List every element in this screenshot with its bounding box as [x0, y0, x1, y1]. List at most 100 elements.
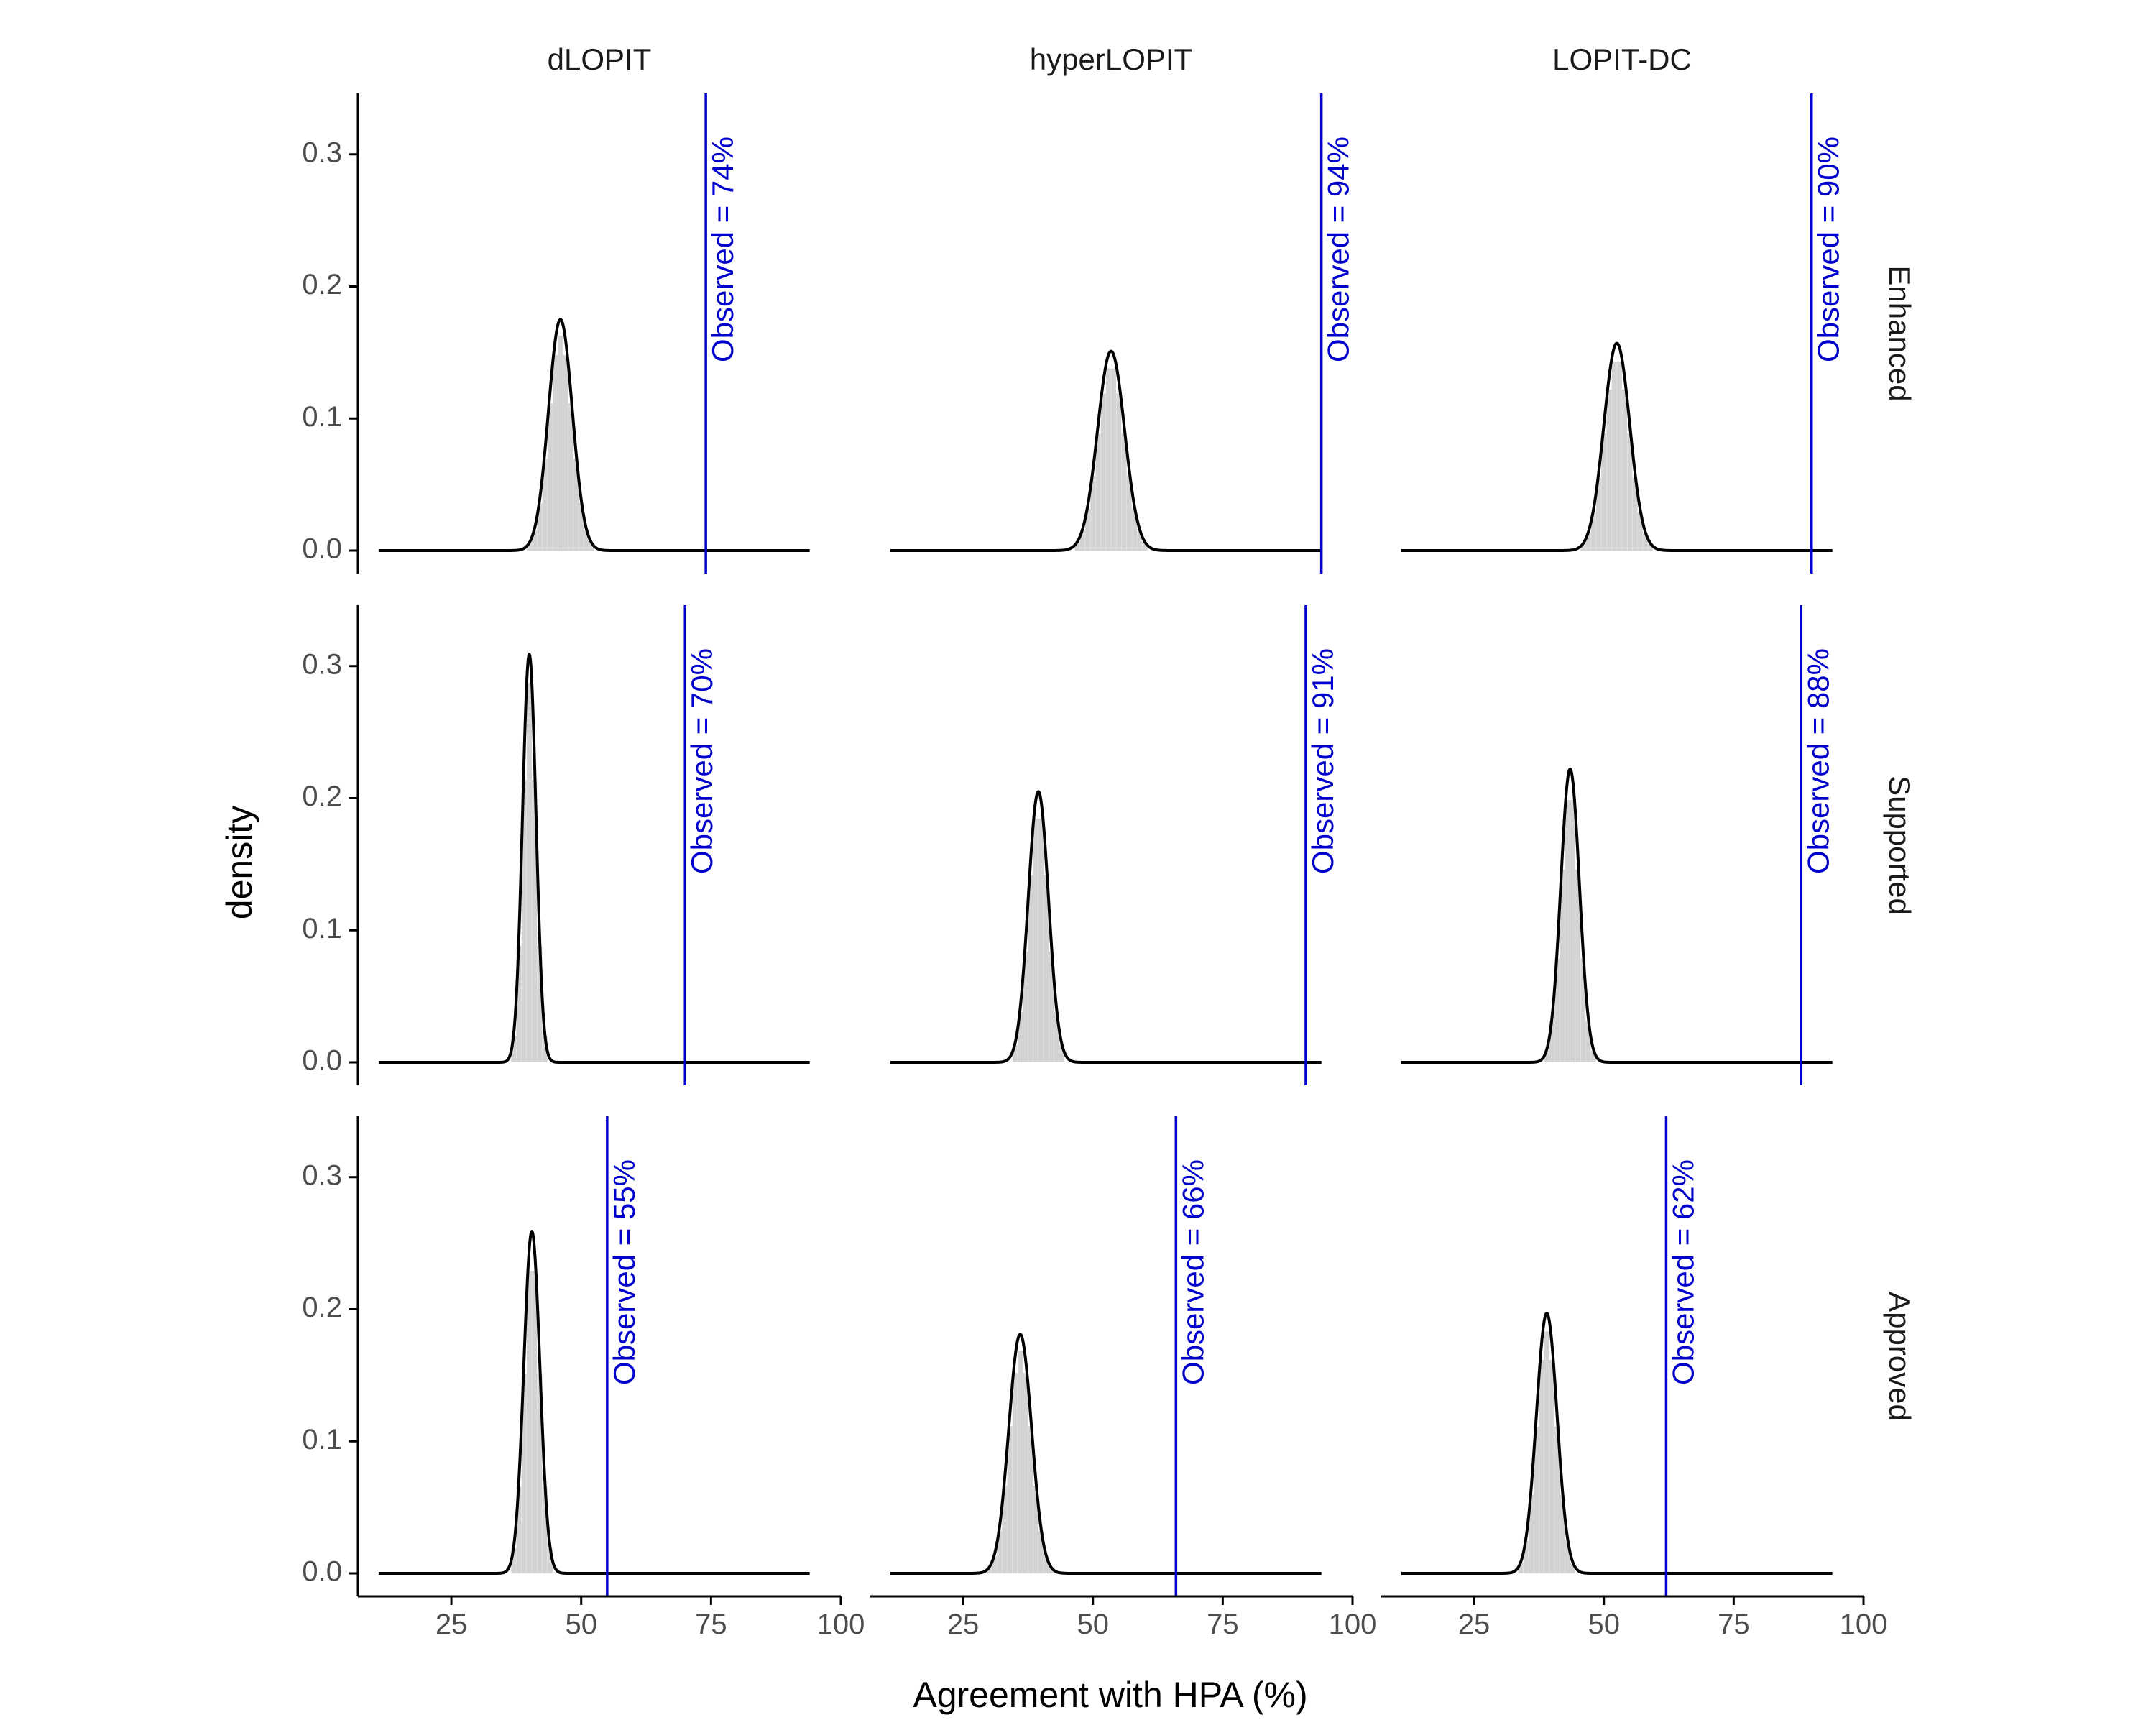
density-curve: [889, 349, 1322, 552]
histogram-bar: [1054, 1012, 1059, 1062]
observed-label: Observed = 55%: [607, 1159, 641, 1385]
histogram-bar: [547, 1548, 553, 1573]
histogram-bar: [568, 403, 573, 551]
density-curve: [377, 318, 811, 552]
histogram-bar: [1095, 433, 1101, 551]
y-tick-label: 0.0: [302, 533, 342, 565]
histogram-bar: [558, 335, 563, 551]
histogram-bar: [1116, 393, 1122, 551]
x-tick-label: 100: [1840, 1609, 1888, 1640]
histogram-bar: [1028, 1426, 1033, 1573]
panel-approved-dlopit: Observed = 55% 0.0 0.1 0.2 0.3 25 50 75 100: [302, 1116, 865, 1640]
observed-label: Observed = 74%: [706, 137, 740, 362]
histogram-bar: [579, 503, 584, 551]
histogram-bar: [1539, 1359, 1544, 1573]
facet-panels: dLOPIT hyperLOPIT LOPIT-DC Enhanced Supporte…: [302, 42, 1917, 1640]
panel-supported-dlopit: Observed = 70% 0.0 0.1 0.2 0.3: [302, 605, 811, 1085]
histogram-bar: [1105, 368, 1111, 551]
histogram-bar: [1580, 543, 1586, 551]
histogram-bar: [1002, 1485, 1008, 1573]
observed-label: Observed = 94%: [1322, 137, 1355, 362]
panel-approved-hyperlopit: Observed = 66% 25 50 75 100: [870, 1116, 1376, 1640]
density-curve: [377, 653, 811, 1064]
x-tick-label: 100: [817, 1609, 865, 1640]
histogram-bar: [1111, 368, 1117, 551]
histogram-bar: [1534, 1426, 1539, 1573]
y-tick-label: 0.3: [302, 1159, 342, 1191]
histogram-bar: [1038, 1530, 1044, 1573]
histogram-bar: [537, 1374, 543, 1573]
histogram-bar: [553, 354, 558, 551]
y-tick-label: 0.3: [302, 137, 342, 168]
histogram-bar: [1100, 393, 1106, 551]
histogram-bar: [991, 1556, 997, 1573]
y-tick-label: 0.3: [302, 648, 342, 680]
x-axis-title: Agreement with HPA (%): [913, 1675, 1307, 1715]
histogram-bar: [1044, 875, 1049, 1062]
histogram-bar: [1590, 512, 1596, 551]
histogram-bar: [516, 946, 522, 1062]
histogram-bar: [584, 530, 589, 551]
histogram-bar: [589, 543, 594, 551]
histogram-bar: [1049, 951, 1054, 1062]
facet-row-label-supported: Supported: [1883, 776, 1917, 915]
panel-approved-lopit-dc: Observed = 62% 25 50 75 100: [1381, 1116, 1887, 1640]
y-tick-label: 0.0: [302, 1556, 342, 1588]
y-tick-label: 0.0: [302, 1045, 342, 1077]
histogram-bar: [1554, 958, 1560, 1062]
histogram-bar: [1085, 509, 1090, 551]
y-tick-label: 0.2: [302, 1292, 342, 1323]
histogram-bar: [1565, 799, 1570, 1062]
panel-enhanced-hyperlopit: Observed = 94%: [889, 93, 1355, 574]
facet-column-label-lopit-dc: LOPIT-DC: [1552, 42, 1692, 76]
histogram-bar: [547, 403, 553, 551]
histogram-bar: [1590, 1050, 1596, 1062]
density-curve: [889, 1333, 1322, 1575]
x-tick-label: 25: [1458, 1609, 1491, 1640]
x-tick-label: 100: [1329, 1609, 1377, 1640]
histogram-bar: [1121, 433, 1127, 551]
histogram-bar: [1137, 530, 1143, 551]
histogram-bar: [1544, 1331, 1549, 1573]
x-tick-label: 25: [436, 1609, 468, 1640]
histogram-bar: [1126, 475, 1132, 551]
histogram-bar: [1074, 542, 1080, 551]
histogram-bar: [1643, 533, 1648, 551]
histogram-bar: [532, 1271, 538, 1573]
y-tick-label: 0.2: [302, 781, 342, 812]
panel-supported-hyperlopit: Observed = 91%: [889, 605, 1340, 1085]
histogram-bar: [1570, 799, 1575, 1062]
histogram-bar: [1059, 1044, 1064, 1062]
x-tick-label: 50: [1077, 1609, 1109, 1640]
observed-label: Observed = 90%: [1812, 137, 1846, 362]
observed-label: Observed = 88%: [1801, 648, 1835, 874]
histogram-bar: [1033, 1485, 1038, 1573]
histogram-bar: [542, 459, 548, 551]
histogram-bar: [1596, 478, 1601, 551]
observed-label: Observed = 62%: [1666, 1159, 1700, 1385]
histogram-bar: [1044, 1556, 1049, 1573]
histogram-bar: [573, 459, 579, 551]
histogram-bar: [1648, 543, 1654, 551]
histogram-bar: [516, 1486, 522, 1573]
histogram-bar: [537, 946, 543, 1062]
histogram-bar: [526, 1271, 532, 1573]
histogram-bar: [1637, 512, 1643, 551]
histogram-bar: [521, 780, 527, 1062]
density-curve: [1400, 341, 1833, 552]
histogram-bar: [1544, 1050, 1549, 1062]
x-tick-label: 75: [1718, 1609, 1750, 1640]
observed-label: Observed = 91%: [1306, 648, 1340, 874]
observed-label: Observed = 66%: [1176, 1159, 1210, 1385]
x-tick-label: 75: [1207, 1609, 1239, 1640]
histogram-bar: [1028, 875, 1033, 1062]
density-curve: [1400, 1312, 1833, 1575]
histogram-bar: [537, 503, 543, 551]
panel-enhanced-lopit-dc: Observed = 90%: [1400, 93, 1846, 574]
histogram-bar: [1554, 1426, 1560, 1573]
histogram-bar: [1038, 819, 1044, 1062]
histogram-bar: [1560, 1494, 1565, 1573]
histogram-bar: [1523, 1540, 1529, 1573]
histogram-bar: [563, 354, 568, 551]
